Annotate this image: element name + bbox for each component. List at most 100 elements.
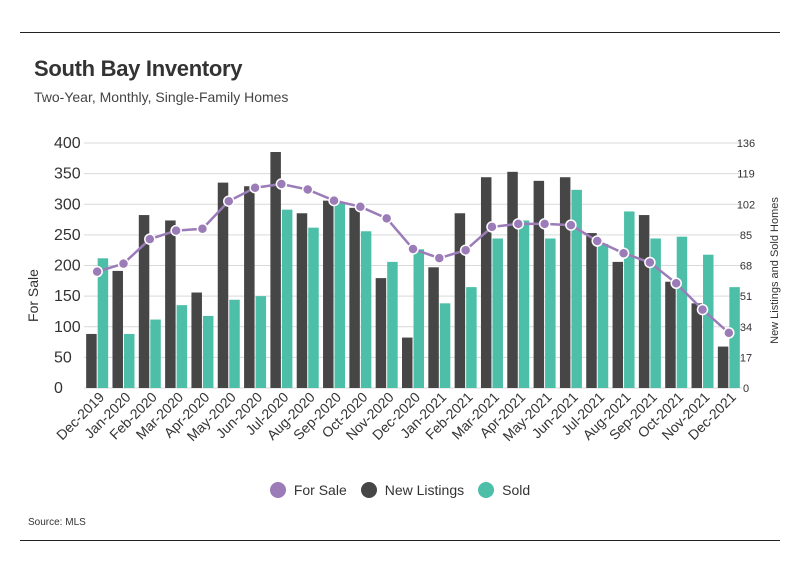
- bar-new-listings: [480, 177, 492, 388]
- bar-sold: [176, 305, 188, 388]
- bar-sold: [703, 254, 714, 388]
- y-axis-title: For Sale: [25, 269, 41, 322]
- y-tick-label: 300: [54, 196, 81, 213]
- bar-new-listings: [138, 215, 150, 388]
- y2-tick-label: 68: [740, 261, 752, 273]
- chart-subtitle: Two-Year, Monthly, Single-Family Homes: [34, 89, 289, 105]
- bar-sold: [650, 238, 661, 388]
- point-for-sale: [591, 235, 603, 247]
- bar-sold: [202, 315, 214, 388]
- bar-new-listings: [717, 346, 729, 388]
- point-for-sale: [196, 223, 209, 235]
- y2-tick-label: 17: [740, 352, 752, 364]
- bar-sold: [597, 243, 609, 388]
- point-for-sale: [91, 265, 103, 278]
- y-tick-label: 150: [54, 288, 81, 305]
- point-for-sale: [249, 181, 261, 194]
- bar-new-listings: [375, 278, 387, 388]
- bar-new-listings: [533, 180, 545, 388]
- chart-title: South Bay Inventory: [34, 56, 243, 81]
- legend-swatch-sold: [478, 482, 495, 498]
- point-for-sale: [696, 303, 709, 316]
- bar-sold: [518, 220, 530, 388]
- bar-sold: [387, 261, 398, 388]
- chart-legend: For Sale New Listings Sold: [0, 482, 800, 498]
- y2-tick-label: 0: [743, 383, 749, 395]
- bar-new-listings: [507, 171, 518, 388]
- bar-new-listings: [665, 281, 676, 388]
- y-tick-label: 250: [54, 227, 81, 244]
- point-for-sale: [459, 244, 472, 256]
- bar-new-listings: [428, 267, 439, 388]
- y-tick-label: 200: [54, 258, 81, 275]
- bar-new-listings: [217, 182, 229, 388]
- y2-tick-label: 136: [737, 138, 755, 150]
- bar-sold: [281, 209, 293, 388]
- point-for-sale: [644, 256, 656, 269]
- bar-sold: [439, 303, 451, 388]
- point-for-sale: [144, 233, 156, 245]
- y2-tick-label: 51: [740, 291, 752, 303]
- bar-new-listings: [191, 292, 202, 388]
- bar-sold: [150, 319, 161, 388]
- legend-label-for-sale: For Sale: [293, 482, 347, 498]
- point-for-sale: [301, 183, 314, 196]
- bar-new-listings: [586, 233, 597, 388]
- bottom-rule: [20, 540, 780, 541]
- y-tick-label: 50: [54, 349, 72, 366]
- bar-new-listings: [323, 200, 334, 388]
- bar-sold: [308, 227, 319, 388]
- point-for-sale: [565, 219, 577, 231]
- y-tick-label: 350: [54, 166, 81, 183]
- bar-sold: [676, 236, 688, 388]
- y2-tick-label: 85: [740, 230, 752, 242]
- legend-label-sold: Sold: [502, 482, 531, 498]
- y-tick-label: 400: [54, 135, 81, 152]
- bar-new-listings: [165, 220, 176, 388]
- bar-new-listings: [638, 215, 650, 388]
- bar-sold: [334, 202, 346, 388]
- bar-new-listings: [612, 261, 624, 388]
- point-for-sale: [512, 218, 525, 230]
- bar-sold: [545, 238, 556, 388]
- bar-sold: [229, 299, 240, 388]
- legend-item-sold: Sold: [478, 482, 530, 498]
- bar-new-listings: [86, 333, 97, 388]
- top-rule: [20, 32, 780, 33]
- bar-sold: [571, 189, 582, 388]
- bar-sold: [360, 231, 372, 388]
- point-for-sale: [670, 277, 682, 290]
- point-for-sale: [223, 195, 235, 207]
- bar-sold: [255, 296, 267, 388]
- bar-new-listings: [244, 186, 255, 388]
- bar-sold: [466, 287, 477, 388]
- point-for-sale: [328, 194, 340, 207]
- bar-new-listings: [454, 213, 466, 388]
- point-for-sale: [433, 252, 446, 264]
- y-tick-label: 100: [54, 319, 81, 336]
- point-for-sale: [380, 212, 393, 225]
- bar-sold: [492, 238, 503, 388]
- bar-sold: [729, 287, 740, 388]
- point-for-sale: [170, 224, 182, 237]
- bar-new-listings: [270, 152, 281, 388]
- bar-new-listings: [112, 270, 123, 388]
- point-for-sale: [354, 200, 367, 213]
- y2-tick-label: 34: [740, 322, 752, 334]
- bar-sold: [413, 249, 424, 388]
- bar-new-listings: [349, 207, 360, 388]
- legend-swatch-new-listings: [360, 482, 377, 498]
- bar-sold: [123, 333, 135, 388]
- point-for-sale: [407, 243, 419, 255]
- y2-tick-label: 119: [737, 169, 755, 181]
- source-note: Source: MLS: [28, 517, 86, 528]
- bar-sold: [97, 258, 109, 388]
- y2-axis-title: New Listings and Sold Homes: [769, 197, 781, 344]
- bar-sold: [624, 211, 635, 388]
- y-tick-label: 0: [54, 380, 63, 397]
- bar-new-listings: [296, 213, 308, 388]
- legend-label-new-listings: New Listings: [384, 482, 465, 498]
- y2-tick-label: 102: [737, 199, 755, 211]
- legend-item-new-listings: New Listings: [360, 482, 465, 498]
